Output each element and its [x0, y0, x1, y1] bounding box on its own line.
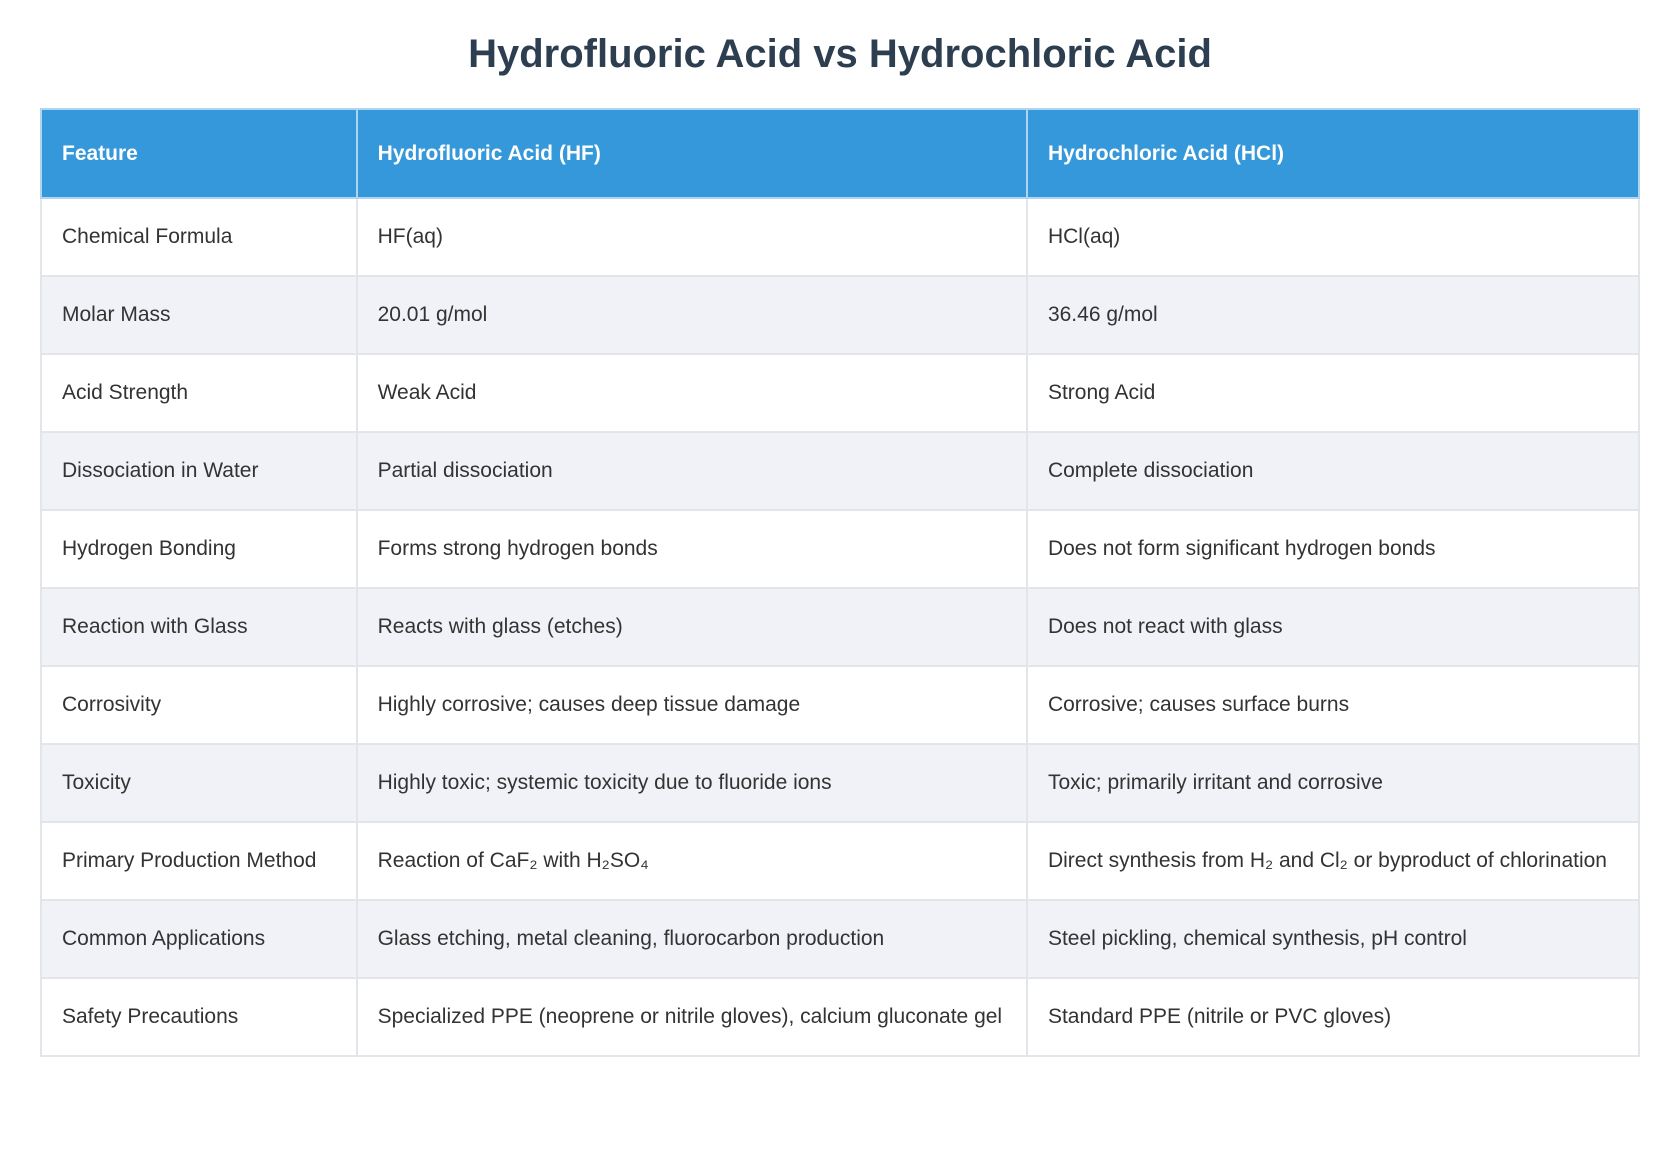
- hf-cell: Specialized PPE (neoprene or nitrile glo…: [355, 977, 1028, 1058]
- table-header-row: Feature Hydrofluoric Acid (HF) Hydrochlo…: [40, 107, 1641, 200]
- hf-cell: Forms strong hydrogen bonds: [355, 509, 1028, 590]
- feature-cell: Dissociation in Water: [40, 431, 358, 512]
- table-row: Primary Production Method Reaction of Ca…: [40, 821, 1641, 902]
- table-row: Molar Mass 20.01 g/mol 36.46 g/mol: [40, 275, 1641, 356]
- hf-cell: Glass etching, metal cleaning, fluorocar…: [355, 899, 1028, 980]
- column-header-hcl: Hydrochloric Acid (HCl): [1025, 107, 1641, 200]
- hcl-cell: Direct synthesis from H₂ and Cl₂ or bypr…: [1025, 821, 1641, 902]
- table-row: Toxicity Highly toxic; systemic toxicity…: [40, 743, 1641, 824]
- hf-cell: Partial dissociation: [355, 431, 1028, 512]
- feature-cell: Corrosivity: [40, 665, 358, 746]
- hcl-cell: Corrosive; causes surface burns: [1025, 665, 1641, 746]
- hf-cell: Highly toxic; systemic toxicity due to f…: [355, 743, 1028, 824]
- table-row: Chemical Formula HF(aq) HCl(aq): [40, 197, 1641, 278]
- feature-cell: Common Applications: [40, 899, 358, 980]
- feature-cell: Primary Production Method: [40, 821, 358, 902]
- feature-cell: Hydrogen Bonding: [40, 509, 358, 590]
- feature-cell: Acid Strength: [40, 353, 358, 434]
- hcl-cell: 36.46 g/mol: [1025, 275, 1641, 356]
- hcl-cell: Does not form significant hydrogen bonds: [1025, 509, 1641, 590]
- hf-cell: Highly corrosive; causes deep tissue dam…: [355, 665, 1028, 746]
- hcl-cell: Does not react with glass: [1025, 587, 1641, 668]
- page-title: Hydrofluoric Acid vs Hydrochloric Acid: [468, 32, 1212, 76]
- table-row: Acid Strength Weak Acid Strong Acid: [40, 353, 1641, 434]
- feature-cell: Toxicity: [40, 743, 358, 824]
- hf-cell: HF(aq): [355, 197, 1028, 278]
- table-row: Hydrogen Bonding Forms strong hydrogen b…: [40, 509, 1641, 590]
- hcl-cell: Strong Acid: [1025, 353, 1641, 434]
- table-row: Common Applications Glass etching, metal…: [40, 899, 1641, 980]
- column-header-hf: Hydrofluoric Acid (HF): [355, 107, 1028, 200]
- hcl-cell: Steel pickling, chemical synthesis, pH c…: [1025, 899, 1641, 980]
- feature-cell: Reaction with Glass: [40, 587, 358, 668]
- feature-cell: Chemical Formula: [40, 197, 358, 278]
- hcl-cell: HCl(aq): [1025, 197, 1641, 278]
- acid-comparison-table: Feature Hydrofluoric Acid (HF) Hydrochlo…: [40, 107, 1641, 1058]
- hf-cell: Reaction of CaF₂ with H₂SO₄: [355, 821, 1028, 902]
- hcl-cell: Standard PPE (nitrile or PVC gloves): [1025, 977, 1641, 1058]
- table-row: Safety Precautions Specialized PPE (neop…: [40, 977, 1641, 1058]
- hf-cell: Reacts with glass (etches): [355, 587, 1028, 668]
- table-row: Dissociation in Water Partial dissociati…: [40, 431, 1641, 512]
- hcl-cell: Toxic; primarily irritant and corrosive: [1025, 743, 1641, 824]
- feature-cell: Safety Precautions: [40, 977, 358, 1058]
- feature-cell: Molar Mass: [40, 275, 358, 356]
- hf-cell: 20.01 g/mol: [355, 275, 1028, 356]
- table-row: Reaction with Glass Reacts with glass (e…: [40, 587, 1641, 668]
- table-row: Corrosivity Highly corrosive; causes dee…: [40, 665, 1641, 746]
- hf-cell: Weak Acid: [355, 353, 1028, 434]
- column-header-feature: Feature: [40, 107, 358, 200]
- hcl-cell: Complete dissociation: [1025, 431, 1641, 512]
